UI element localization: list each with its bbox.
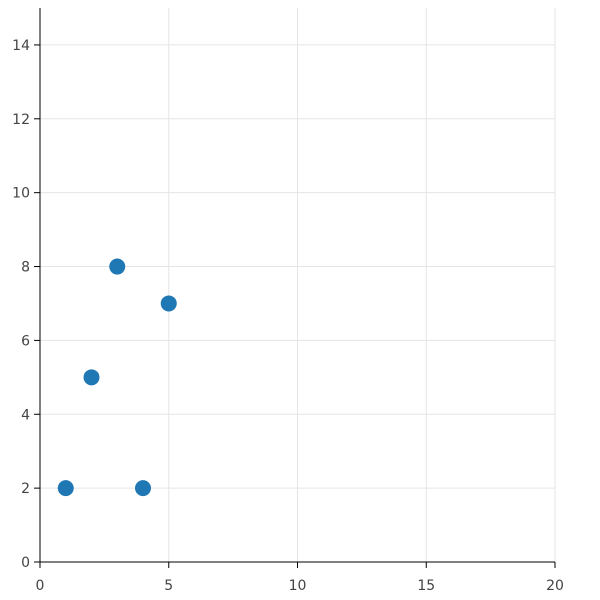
x-tick-label: 5 xyxy=(164,578,173,594)
point xyxy=(57,480,74,497)
point xyxy=(135,480,151,497)
y-tick-label: 10 xyxy=(12,186,30,202)
y-tick-label: 4 xyxy=(21,407,30,423)
y-tick-label: 6 xyxy=(21,333,30,349)
point xyxy=(160,295,177,312)
x-tick-label: 15 xyxy=(417,578,435,594)
y-tick-label: 2 xyxy=(21,481,30,497)
point xyxy=(109,258,126,275)
x-tick-label: 20 xyxy=(546,578,564,594)
y-tick-label: 12 xyxy=(12,112,30,128)
x-tick-label: 0 xyxy=(36,578,45,594)
x-tick-label: 10 xyxy=(289,578,307,594)
y-tick-label: 0 xyxy=(21,555,30,571)
point xyxy=(83,369,100,386)
y-tick-label: 14 xyxy=(12,38,30,54)
y-tick-label: 8 xyxy=(21,260,30,276)
